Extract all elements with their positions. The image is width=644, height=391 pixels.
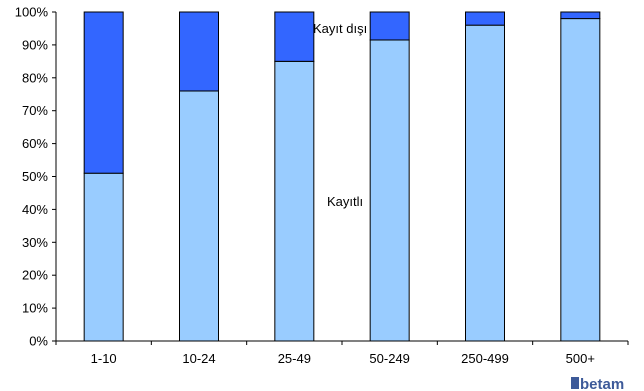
y-tick-label: 10% xyxy=(22,301,48,316)
bar-segment-kayit-disi xyxy=(466,12,505,25)
x-tick-label: 50-249 xyxy=(369,351,409,366)
x-tick-label: 25-49 xyxy=(278,351,311,366)
bars xyxy=(84,12,600,341)
y-tick-label: 30% xyxy=(22,235,48,250)
x-tick-label: 250-499 xyxy=(461,351,509,366)
bar-segment-kayitli xyxy=(180,91,219,341)
x-axis: 1-10 10-24 25-49 50-249 250-499 500+ xyxy=(56,341,628,366)
x-tick-label: 1-10 xyxy=(91,351,117,366)
bar-segment-kayit-disi xyxy=(370,12,409,40)
bar-segment-kayit-disi xyxy=(84,12,123,173)
y-tick-label: 20% xyxy=(22,268,48,283)
y-tick-label: 90% xyxy=(22,37,48,52)
bar-segment-kayitli xyxy=(370,40,409,341)
y-tick-label: 40% xyxy=(22,202,48,217)
x-tick-label: 10-24 xyxy=(182,351,215,366)
y-tick-label: 50% xyxy=(22,169,48,184)
annotation-kayit-disi: Kayıt dışı xyxy=(313,21,367,36)
annotations: Kayıt dışı Kayıtlı xyxy=(313,21,367,209)
y-axis: 0% 10% 20% 30% 40% 50% 60% 70% 80% 90% 100% xyxy=(15,5,56,349)
y-tick-label: 70% xyxy=(22,103,48,118)
bar-segment-kayit-disi xyxy=(180,12,219,91)
x-tick-label: 500+ xyxy=(566,351,595,366)
annotation-kayitli: Kayıtlı xyxy=(327,194,363,209)
betam-logo: betam xyxy=(571,376,624,391)
bar-segment-kayitli xyxy=(561,19,600,341)
logo-mark-icon xyxy=(571,377,579,389)
y-tick-label: 100% xyxy=(15,5,49,20)
y-tick-label: 60% xyxy=(22,136,48,151)
bar-segment-kayit-disi xyxy=(275,12,314,61)
bar-segment-kayitli xyxy=(466,25,505,341)
bar-segment-kayit-disi xyxy=(561,12,600,19)
bar-segment-kayitli xyxy=(275,61,314,341)
y-tick-label: 80% xyxy=(22,70,48,85)
logo-text: betam xyxy=(580,376,624,391)
y-tick-label: 0% xyxy=(29,334,48,349)
bar-segment-kayitli xyxy=(84,173,123,341)
